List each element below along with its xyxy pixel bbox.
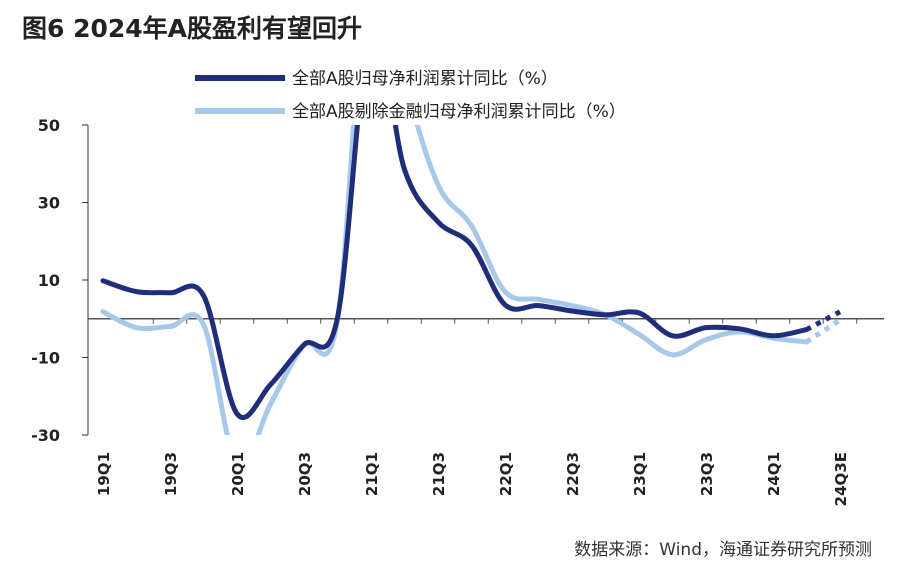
chart-title: 图6 2024年A股盈利有望回升 — [22, 14, 362, 43]
y-tick-label: -30 — [31, 426, 60, 445]
x-tick-label: 21Q1 — [363, 452, 381, 496]
x-tick-label: 24Q3E — [832, 452, 850, 506]
x-tick-label: 24Q1 — [765, 452, 783, 496]
forecast-line — [805, 309, 842, 332]
y-tick-label: 10 — [38, 271, 60, 290]
y-tick-label: 50 — [38, 116, 60, 135]
source-note: 数据来源：Wind，海通证券研究所预测 — [574, 540, 872, 560]
series-line — [100, 125, 809, 435]
legend-label: 全部A股归母净利润累计同比（%） — [292, 69, 558, 89]
y-tick-label: -10 — [31, 349, 60, 368]
series-line — [100, 125, 809, 420]
x-tick-label: 22Q1 — [497, 452, 515, 496]
y-tick-label: 30 — [38, 194, 60, 213]
forecast-line — [805, 317, 842, 345]
legend-label: 全部A股剔除金融归母净利润累计同比（%） — [292, 102, 626, 122]
x-tick-label: 23Q1 — [631, 452, 649, 496]
x-tick-label: 20Q1 — [229, 452, 247, 496]
x-tick-label: 23Q3 — [698, 452, 716, 496]
x-tick-label: 21Q3 — [430, 452, 448, 496]
x-tick-label: 22Q3 — [564, 452, 582, 496]
plot-area — [100, 125, 842, 435]
x-tick-label: 19Q3 — [162, 452, 180, 496]
x-tick-label: 19Q1 — [95, 452, 113, 496]
x-tick-label: 20Q3 — [296, 452, 314, 496]
